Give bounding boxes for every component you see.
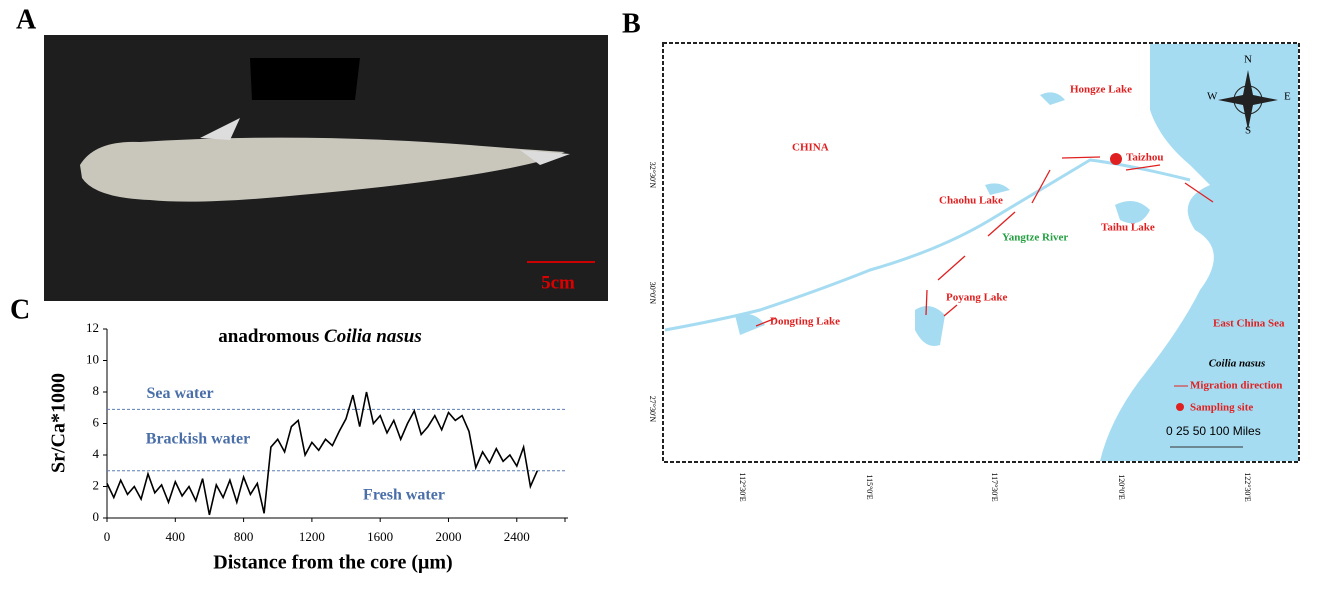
x-tick-label: 1200	[299, 529, 325, 544]
data-line	[106, 391, 539, 516]
place-label: Taizhou	[1126, 152, 1164, 164]
sampling-site	[1110, 153, 1122, 165]
migration-arrow	[1125, 164, 1161, 171]
lon-label: 115°0'E	[865, 474, 874, 499]
y-tick-label: 12	[86, 320, 99, 335]
compass-w: W	[1207, 91, 1218, 103]
migration-arrow	[1031, 169, 1051, 204]
lon-label: 112°30'E	[738, 472, 747, 501]
lat-label: 32°30'N	[648, 162, 657, 189]
compass: N S E W	[1207, 54, 1291, 137]
lon-label: 122°30'E	[1243, 472, 1252, 502]
chart-title: anadromous Coilia nasus	[218, 326, 421, 347]
y-tick-label: 4	[93, 446, 100, 461]
compass-n: N	[1244, 54, 1252, 66]
chart-title-part: anadromous	[218, 326, 319, 347]
scale-label: 5cm	[541, 272, 575, 293]
y-axis-label: Sr/Ca*1000	[48, 373, 70, 473]
place-label: Poyang Lake	[946, 292, 1008, 304]
place-label: Hongze Lake	[1070, 84, 1132, 96]
place-label: Yangtze River	[1002, 232, 1068, 244]
place-label: CHINA	[792, 142, 829, 154]
migration-arrow	[987, 211, 1016, 237]
fish-photo: 5cm	[44, 35, 608, 301]
x-tick-label: 0	[104, 529, 111, 544]
panel-label: A	[16, 4, 37, 35]
migration-arrow	[755, 317, 777, 327]
legend-title: Coilia nasus	[1209, 358, 1266, 370]
x-tick-label: 800	[234, 529, 254, 544]
migration-arrow	[937, 255, 966, 281]
migration-arrow	[1184, 182, 1214, 203]
scale-bar-label: 0 25 50 100 Miles	[1166, 424, 1261, 438]
zone-label: Brackish water	[146, 431, 250, 448]
map: Hongze Lake CHINA Taizhou Chaohu Lake Taihu …	[662, 42, 1300, 463]
compass-s: S	[1245, 125, 1251, 137]
x-axis-label: Distance from the core (μm)	[213, 552, 452, 574]
lat-label: 27°30'N	[648, 396, 657, 423]
place-label: Chaohu Lake	[939, 195, 1003, 207]
migration-arrow	[925, 289, 928, 316]
lon-label: 117°30'E	[990, 472, 999, 501]
migration-arrow	[1061, 156, 1101, 159]
place-label: East China Sea	[1213, 318, 1285, 330]
x-tick-label: 2400	[504, 529, 530, 544]
lat-label: 30°0'N	[648, 282, 657, 305]
y-tick-label: 0	[93, 509, 100, 524]
legend-migration: Migration direction	[1190, 380, 1282, 392]
panel-label: B	[622, 8, 641, 39]
y-tick-label: 6	[93, 414, 100, 429]
migration-arrow	[943, 304, 958, 317]
legend-site: Sampling site	[1190, 402, 1253, 414]
zone-label: Fresh water	[363, 486, 445, 503]
chart-title-part: Coilia nasus	[319, 326, 421, 347]
x-tick-label: 1600	[367, 529, 393, 544]
place-label: Dongting Lake	[770, 316, 840, 328]
compass-e: E	[1284, 91, 1291, 103]
place-label: Taihu Lake	[1101, 222, 1155, 234]
y-tick-label: 10	[86, 351, 99, 366]
zone-label: Sea water	[146, 385, 213, 402]
lon-label: 120°0'E	[1117, 474, 1126, 500]
y-tick-label: 2	[93, 477, 100, 492]
y-tick-label: 8	[93, 383, 100, 398]
panel-label: C	[10, 294, 30, 325]
x-tick-label: 2000	[435, 529, 461, 544]
x-tick-label: 400	[166, 529, 186, 544]
